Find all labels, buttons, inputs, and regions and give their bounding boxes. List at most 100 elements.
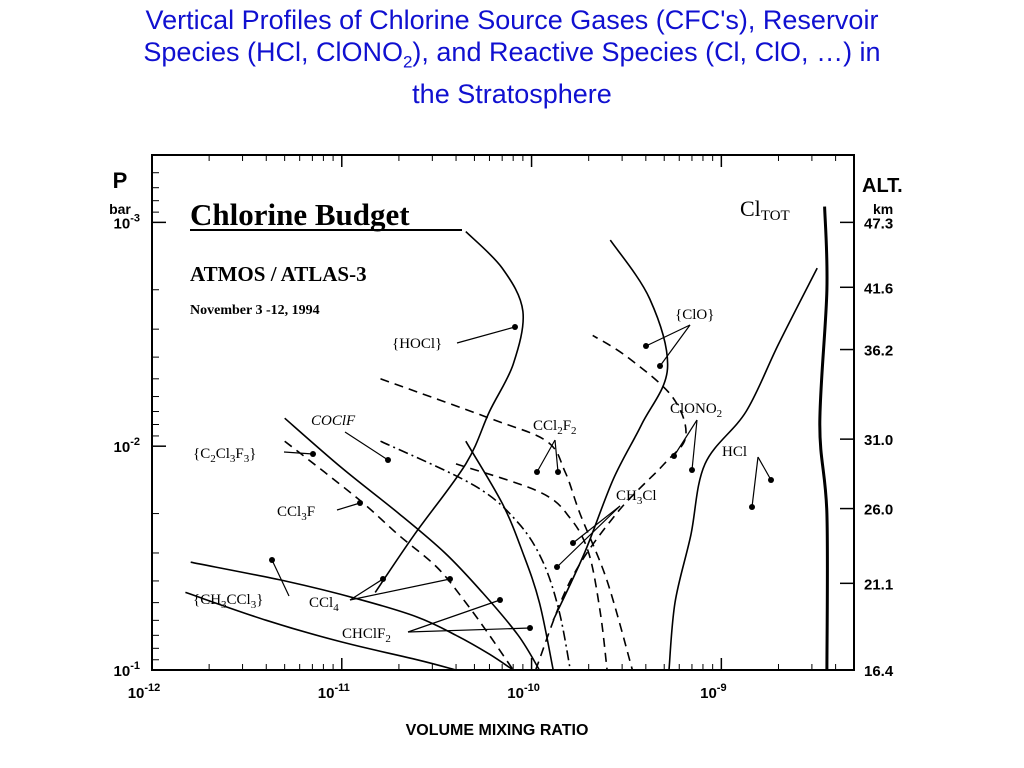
alt-tick-label: 41.6 [864,280,893,297]
y-tick-label: 10-2 [114,436,140,456]
alt-tick-label: 16.4 [864,663,894,680]
x-tick-label: 10-10 [507,682,540,702]
slide-title-line-1: Vertical Profiles of Chlorine Source Gas… [145,5,879,35]
series-line [185,591,457,671]
leader-line [691,419,698,471]
leader-line [407,599,501,633]
leader-line [645,324,691,347]
series-label: {HOCl} [392,336,442,352]
series-label-text: {HOCl} [392,336,442,352]
alt-tick-label: 21.1 [864,576,893,593]
leader-dot [497,597,503,603]
alt-axis-label: ALT. [862,175,903,197]
series-label-text: CCl [227,592,251,608]
series-label: {CH3CCl3} [193,592,263,611]
leader-line [554,439,559,473]
x-tick-label: 10-11 [318,682,350,702]
y-tick-label-base: 10 [114,215,131,232]
series-label-group: CH3Cl [554,488,657,570]
series-line [455,463,608,671]
series-label-group: {HOCl} [392,324,518,352]
leader-line [349,578,384,601]
series-label-group: CCl4 [309,576,453,614]
leader-line [456,326,516,344]
series-line [818,206,829,671]
series-label-text: ClONO [670,401,717,417]
series-label-subscript: 2 [210,453,216,465]
plot-frame [151,154,855,671]
x-tick-label-base: 10 [318,685,335,702]
leader-dot [657,363,663,369]
series-label-subscript: 3 [244,453,250,465]
series-line [380,440,572,671]
x-axis-label: VOLUME MIXING RATIO [406,722,589,739]
series-label-group: CCl2F2 [533,418,577,475]
y-tick-label: 10-1 [114,660,140,680]
x-tick-label-exponent: -11 [334,682,349,694]
x-tick-label-exponent: -9 [717,682,727,694]
series-label: CHClF2 [342,626,391,645]
leader-dot [671,453,677,459]
alt-tick-label: 31.0 [864,432,893,449]
leader-dot [749,504,755,510]
series-label-subscript: 4 [333,602,339,614]
leader-line [536,439,556,473]
chart-subtitle: ATMOS / ATLAS-3 [190,262,367,286]
series-label-group: HCl [722,444,774,510]
y-tick-label-base: 10 [114,663,131,680]
series-label: ClTOT [740,196,790,224]
leader-line [751,456,759,508]
series-label-group: CHClF2 [342,597,533,645]
series-label-text: F [235,446,243,462]
alt-axis-unit: km [873,201,893,217]
leader-dot [357,500,363,506]
y-axis-label: P [113,168,128,193]
leader-dot [534,469,540,475]
leader-dot [643,343,649,349]
slide-title-line-2: Species (HCl, ClONO2), and Reactive Spec… [0,36,1024,78]
y-tick-label-base: 10 [114,439,131,456]
series-line [284,440,514,671]
series-label-text: {ClO} [675,307,714,323]
x-tick-label-exponent: -12 [144,682,160,694]
chart-date: November 3 -12, 1994 [190,303,320,318]
y-tick-label-exponent: -1 [130,660,140,672]
leader-dot [512,324,518,330]
leader-dot [310,451,316,457]
leader-line [336,502,361,511]
y-axis-unit: bar [109,201,131,217]
series-label-group: ClTOT [740,196,790,224]
series-label-subscript: 3 [301,511,307,523]
series-label-text: F [307,504,315,520]
slide-title-line-2-pre: Species (HCl, ClONO [143,37,403,67]
leader-dot [555,469,561,475]
chart-title: Chlorine Budget [190,197,410,232]
slide-title-line-2-post: ), and Reactive Species (Cl, ClO, …) in [412,37,881,67]
series-label: CCl4 [309,595,339,614]
leader-line [344,431,389,461]
series-label-text: F [563,418,571,434]
leader-line [349,578,451,601]
leader-line [659,324,691,367]
series-label-text: CCl [309,595,333,611]
series-label: CH3Cl [616,488,657,507]
series-label-subscript: 2 [557,425,563,437]
series-label-subscript: 3 [221,599,227,611]
series-label-subscript: 2 [571,425,577,437]
x-tick-label-base: 10 [128,685,145,702]
series-label-text: } [249,446,256,462]
y-tick-label: 10-3 [114,212,140,232]
series-label: ClONO2 [670,401,722,420]
x-tick-label: 10-9 [700,682,726,702]
x-tick-label-base: 10 [700,685,717,702]
series-label-text: {C [193,446,210,462]
leader-dot [554,564,560,570]
series-label-text: } [256,592,263,608]
series-label: COClF [311,413,356,429]
series-label-text: HCl [722,444,747,460]
leader-line [673,419,698,457]
leader-line [556,505,621,568]
leader-line [757,456,772,481]
y-tick-label-exponent: -2 [130,436,140,448]
